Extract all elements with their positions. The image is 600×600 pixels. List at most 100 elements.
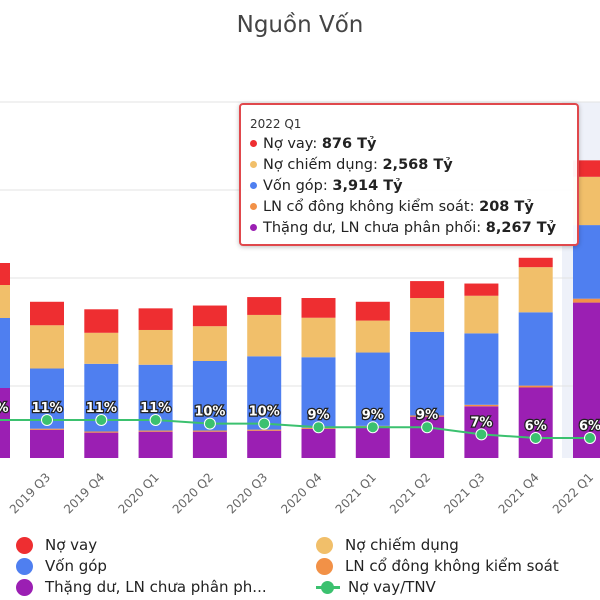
x-tick-label: 2021 Q4 (496, 470, 542, 516)
bar-segment-thang-du (247, 430, 282, 458)
ratio-point (203, 417, 216, 430)
legend-line-icon (316, 579, 340, 596)
bar-segment-ln-co-dong (518, 385, 553, 388)
tooltip-row-no-vay: Nợ vay: 876 Tỷ (250, 134, 567, 155)
legend-label: Nợ vay (45, 536, 98, 554)
bar-segment-thang-du (192, 431, 227, 458)
bullet-icon (250, 181, 257, 189)
bullet-icon (250, 223, 257, 231)
bullet-icon (250, 160, 257, 168)
chart-tooltip: 2022 Q1 Nợ vay: 876 Tỷ Nợ chiếm dụng: 2,… (239, 103, 579, 246)
tooltip-value: 3,914 Tỷ (332, 178, 403, 194)
bullet-icon (250, 139, 257, 147)
bar-segment-ln-co-dong (464, 404, 499, 407)
ratio-point (149, 414, 162, 426)
bar-segment-thang-du (573, 302, 600, 458)
bar-segment-ln-co-dong (30, 428, 64, 430)
x-tick-label: 2022 Q1 (550, 470, 596, 516)
tooltip-value: 876 Tỷ (321, 136, 377, 152)
data-label: 9% (362, 408, 384, 423)
x-tick-label: 2020 Q2 (170, 470, 216, 516)
bar-segment-no-vay (0, 263, 10, 285)
bar-segment-no-chiem-dung (518, 267, 553, 313)
bar-segment-no-vay (30, 301, 64, 326)
bar-segment-no-vay (410, 281, 445, 299)
legend-item-thang-du[interactable]: Thặng dư, LN chưa phân ph... (16, 578, 267, 596)
bar-segment-no-vay (355, 301, 390, 321)
ratio-point (366, 421, 379, 434)
bar-segment-von-gop (410, 331, 445, 416)
ratio-line (0, 419, 590, 439)
bar-segment-no-vay (247, 297, 282, 315)
x-tick-label: 2020 Q4 (278, 470, 324, 516)
legend-dot-icon (16, 557, 33, 575)
ratio-point (312, 421, 325, 434)
bar-segment-ln-co-dong (192, 430, 227, 432)
ratio-point (421, 421, 434, 434)
x-tick-label: 2021 Q2 (387, 470, 433, 516)
legend-item-no-vay-tnv[interactable]: Nợ vay/TNV (316, 578, 436, 596)
data-label: 6% (579, 419, 600, 434)
tooltip-label: Thặng dư, LN chưa phân phối: (263, 220, 486, 236)
bullet-icon (250, 202, 257, 210)
bar-segment-von-gop (301, 357, 336, 428)
ratio-point (258, 417, 271, 430)
x-tick-label: 2020 Q3 (224, 470, 270, 516)
bar-segment-no-chiem-dung (0, 285, 10, 318)
tooltip-row-ln-co-dong: LN cổ đông không kiểm soát: 208 Tỷ (250, 197, 567, 218)
tooltip-row-thang-du: Thặng dư, LN chưa phân phối: 8,267 Tỷ (250, 218, 567, 239)
bar-segment-no-chiem-dung (355, 320, 390, 353)
legend-item-von-gop[interactable]: Vốn góp (16, 557, 107, 575)
legend-dot-icon (16, 536, 33, 554)
tooltip-value: 2,568 Tỷ (382, 157, 453, 173)
bar-segment-no-chiem-dung (84, 332, 119, 364)
bar-segment-ln-co-dong (410, 415, 445, 417)
bar-segment-ln-co-dong (247, 429, 282, 431)
bar-segment-thang-du (138, 431, 173, 458)
bar-segment-ln-co-dong (573, 298, 600, 303)
data-label: 11% (86, 401, 117, 416)
data-label: 10% (249, 405, 280, 420)
bar-segment-thang-du (30, 429, 64, 458)
legend-item-no-vay[interactable]: Nợ vay (16, 536, 97, 554)
tooltip-label: LN cổ đông không kiểm soát: (263, 199, 480, 215)
legend-label: Nợ vay/TNV (348, 578, 436, 596)
x-tick-label: 2019 Q4 (61, 470, 107, 516)
ratio-point (475, 428, 488, 441)
ratio-point (584, 432, 596, 444)
legend-label: LN cổ đông không kiểm soát (345, 557, 559, 575)
legend-label: Vốn góp (45, 557, 107, 575)
bar-segment-von-gop (247, 356, 282, 430)
bar-segment-ln-co-dong (138, 430, 173, 432)
bar-segment-no-chiem-dung (410, 298, 445, 332)
stacked-bar-chart: 2019 Q3 2019 Q4 2020 Q1 2020 Q2 2020 Q3 2020 … (0, 101, 600, 516)
x-tick-label: 2021 Q3 (441, 470, 487, 516)
ratio-point (41, 414, 53, 426)
bar-segment-no-vay (192, 305, 227, 327)
bar-segment-no-vay (464, 283, 499, 296)
tooltip-value: 208 Tỷ (479, 199, 534, 215)
data-label: 11% (31, 401, 62, 416)
legend-item-ln-co-dong[interactable]: LN cổ đông không kiểm soát (316, 557, 559, 575)
data-label: % (0, 401, 9, 416)
bar-segment-thang-du (301, 428, 336, 458)
chart-title: Nguồn Vốn (236, 12, 364, 38)
chart-legend: Nợ vay Nợ chiếm dụng Vốn góp LN cổ đông … (0, 532, 600, 600)
bar-segment-no-vay (138, 308, 173, 330)
ratio-point (95, 414, 108, 426)
bar-segment-no-chiem-dung (138, 329, 173, 365)
data-label: 6% (525, 419, 547, 434)
data-label: 9% (416, 408, 438, 423)
legend-item-no-chiem-dung[interactable]: Nợ chiếm dụng (316, 536, 459, 554)
legend-dot-icon (316, 557, 333, 575)
bar-segment-von-gop (355, 352, 390, 426)
bar-segment-no-chiem-dung (192, 326, 227, 361)
legend-dot-icon (16, 578, 33, 596)
bar-segment-thang-du (84, 432, 119, 458)
bar-segment-no-chiem-dung (301, 317, 336, 358)
x-tick-label: 2019 Q3 (7, 470, 53, 516)
bar-segment-no-chiem-dung (464, 295, 499, 334)
legend-label: Thặng dư, LN chưa phân ph... (45, 578, 267, 596)
data-label: 7% (470, 415, 492, 430)
tooltip-row-no-chiem-dung: Nợ chiếm dụng: 2,568 Tỷ (250, 155, 567, 176)
